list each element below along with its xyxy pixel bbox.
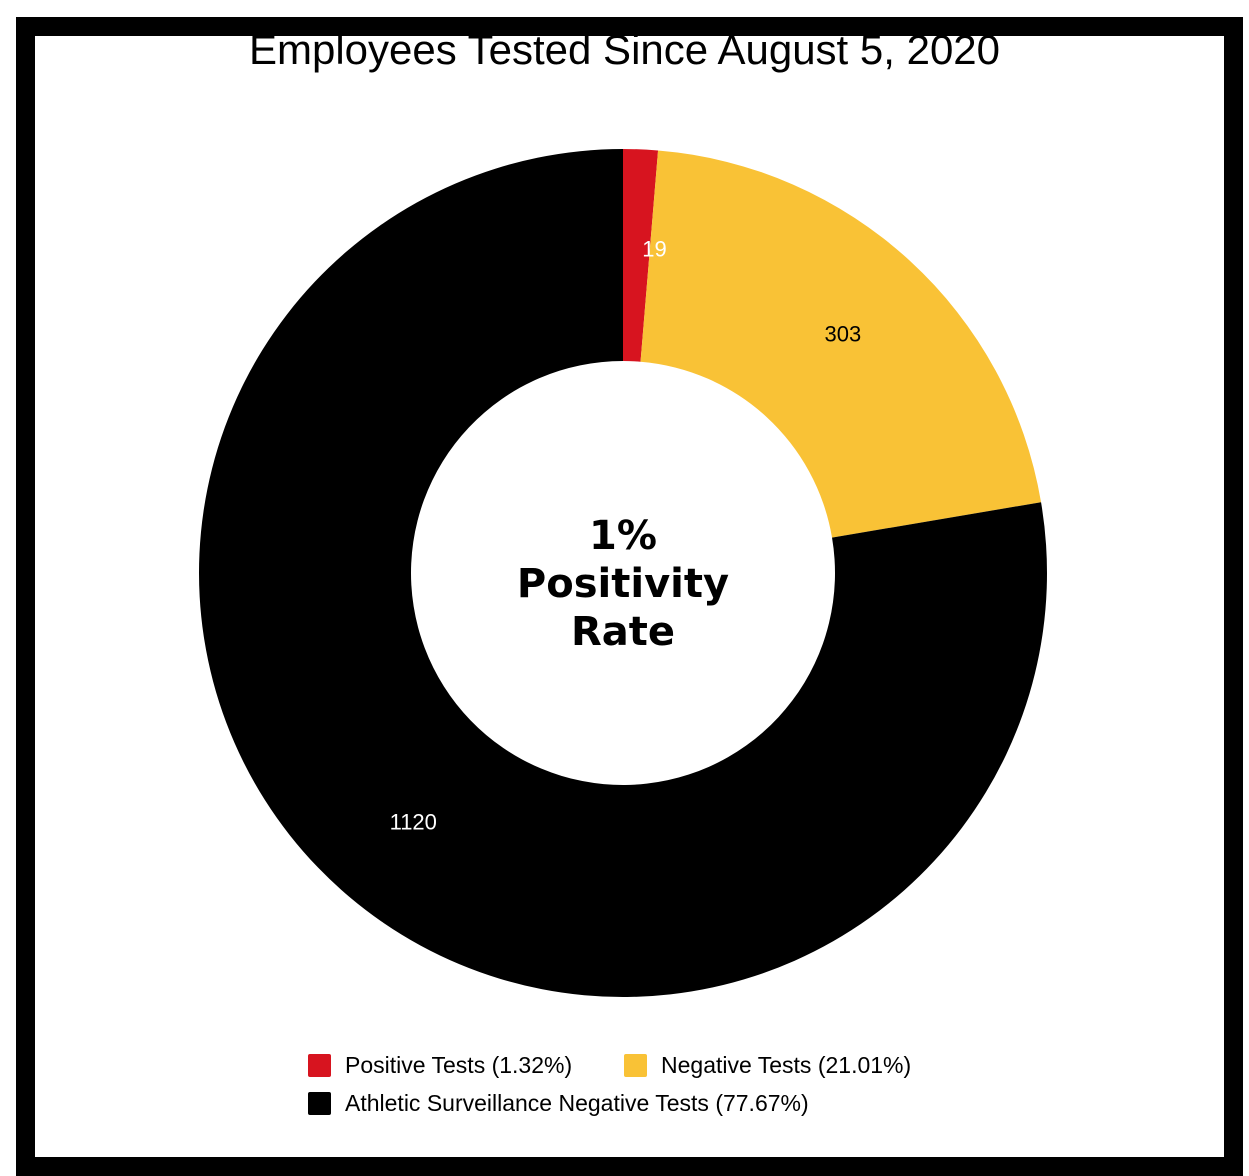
data-label-negative: 303 [824,322,861,347]
slice-negative [640,150,1042,538]
donut-slices [198,149,1047,997]
data-label-positive: 19 [642,236,666,261]
data-label-athletic: 1120 [390,809,437,834]
center-text-line-2: Positivity [517,561,729,607]
center-text-line-3: Rate [571,609,675,655]
slice-athletic [198,149,1047,997]
chart-title: Employees Tested Since August 5, 2020 [248,26,1001,73]
center-text-line-1: 1% [589,513,657,559]
slice-positive [623,149,659,362]
data-labels: 19 303 1120 [390,236,862,834]
